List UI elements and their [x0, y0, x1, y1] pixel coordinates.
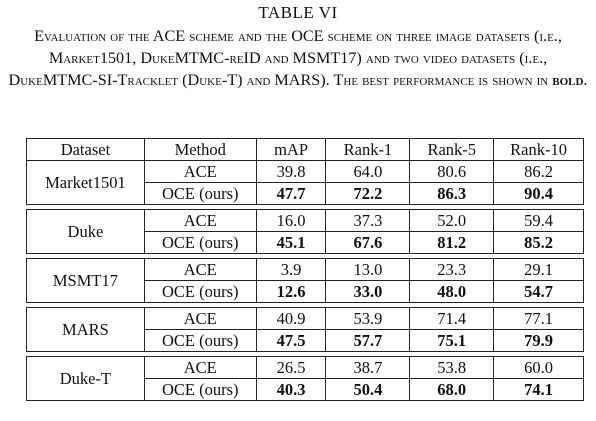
method-cell: ACE — [143, 160, 257, 183]
metric-cell: 47.5 — [255, 329, 327, 352]
metric-cell: 3.9 — [255, 258, 327, 281]
metric-cell: 85.2 — [493, 231, 584, 254]
method-cell: OCE (ours) — [143, 378, 257, 401]
dataset-cell: Duke — [26, 209, 145, 254]
metric-cell: 40.3 — [255, 378, 327, 401]
table-row: OCE (ours) 47.5 57.7 75.1 79.9 — [27, 329, 584, 352]
caption-end: . — [583, 71, 588, 89]
metric-cell: 54.7 — [493, 280, 584, 303]
metric-cell: 59.4 — [493, 209, 584, 232]
caption-bold-word: bold — [552, 71, 584, 89]
metric-cell: 53.9 — [325, 307, 411, 330]
method-cell: OCE (ours) — [143, 329, 257, 352]
header-dataset: Dataset — [26, 138, 145, 161]
method-cell: ACE — [143, 356, 257, 379]
header-rank5: Rank-5 — [409, 138, 495, 161]
metric-cell: 13.0 — [325, 258, 411, 281]
metric-cell: 38.7 — [325, 356, 411, 379]
metric-cell: 72.2 — [325, 182, 411, 205]
table-row: OCE (ours) 40.3 50.4 68.0 74.1 — [27, 378, 584, 401]
method-cell: OCE (ours) — [143, 280, 257, 303]
table-row: OCE (ours) 45.1 67.6 81.2 85.2 — [27, 231, 584, 254]
table-row: OCE (ours) 12.6 33.0 48.0 54.7 — [27, 280, 584, 303]
metric-cell: 29.1 — [493, 258, 584, 281]
metric-cell: 60.0 — [493, 356, 584, 379]
metric-cell: 50.4 — [325, 378, 411, 401]
metric-cell: 47.7 — [255, 182, 327, 205]
table-row: OCE (ours) 47.7 72.2 86.3 90.4 — [27, 182, 584, 205]
metric-cell: 90.4 — [493, 182, 584, 205]
table-label: TABLE VI — [258, 3, 338, 22]
metric-cell: 53.8 — [409, 356, 495, 379]
metric-cell: 86.3 — [409, 182, 495, 205]
method-cell: ACE — [143, 307, 257, 330]
header-method: Method — [143, 138, 257, 161]
caption-text: Evaluation of the ACE scheme and the OCE… — [8, 27, 562, 89]
dataset-cell: MSMT17 — [26, 258, 145, 303]
method-cell: OCE (ours) — [143, 182, 257, 205]
metric-cell: 64.0 — [325, 160, 411, 183]
metric-cell: 26.5 — [255, 356, 327, 379]
method-cell: ACE — [143, 258, 257, 281]
metric-cell: 67.6 — [325, 231, 411, 254]
metric-cell: 16.0 — [255, 209, 327, 232]
header-rank10: Rank-10 — [493, 138, 584, 161]
metric-cell: 77.1 — [493, 307, 584, 330]
metric-cell: 75.1 — [409, 329, 495, 352]
metric-cell: 48.0 — [409, 280, 495, 303]
metric-cell: 12.6 — [255, 280, 327, 303]
table-caption: Evaluation of the ACE scheme and the OCE… — [6, 25, 590, 91]
dataset-cell: Duke-T — [26, 356, 145, 401]
header-rank1: Rank-1 — [325, 138, 411, 161]
metric-cell: 40.9 — [255, 307, 327, 330]
method-cell: OCE (ours) — [143, 231, 257, 254]
metric-cell: 23.3 — [409, 258, 495, 281]
table-row: Market1501 ACE 39.8 64.0 80.6 86.2 — [26, 160, 584, 205]
header-row: Dataset Method mAP Rank-1 Rank-5 Rank-10 — [26, 138, 584, 161]
metric-cell: 45.1 — [255, 231, 327, 254]
table-body: Market1501 ACE 39.8 64.0 80.6 86.2 OCE (ours) 4… — [26, 160, 584, 401]
metric-cell: 86.2 — [493, 160, 584, 183]
metric-cell: 37.3 — [325, 209, 411, 232]
table-row: MARS ACE 40.9 53.9 71.4 77.1 — [26, 307, 584, 352]
metric-cell: 81.2 — [409, 231, 495, 254]
dataset-cell: Market1501 — [26, 160, 145, 205]
metric-cell: 39.8 — [255, 160, 327, 183]
metric-cell: 33.0 — [325, 280, 411, 303]
metric-cell: 52.0 — [409, 209, 495, 232]
metric-cell: 79.9 — [493, 329, 584, 352]
metric-cell: 57.7 — [325, 329, 411, 352]
table-row: Duke-T ACE 26.5 38.7 53.8 60.0 — [26, 356, 584, 401]
results-table: Dataset Method mAP Rank-1 Rank-5 Rank-10… — [26, 138, 584, 401]
metric-cell: 74.1 — [493, 378, 584, 401]
metric-cell: 80.6 — [409, 160, 495, 183]
table-row: MSMT17 ACE 3.9 13.0 23.3 29.1 — [26, 258, 584, 303]
header-map: mAP — [255, 138, 327, 161]
table-row: Duke ACE 16.0 37.3 52.0 59.4 — [26, 209, 584, 254]
dataset-cell: MARS — [26, 307, 145, 352]
metric-cell: 68.0 — [409, 378, 495, 401]
method-cell: ACE — [143, 209, 257, 232]
metric-cell: 71.4 — [409, 307, 495, 330]
